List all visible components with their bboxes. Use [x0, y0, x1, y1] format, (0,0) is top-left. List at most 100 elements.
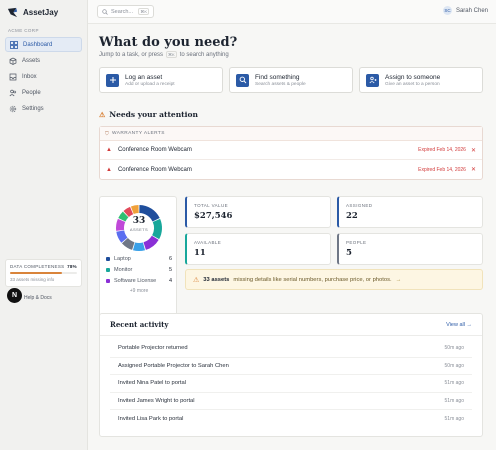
alert-status: Expired Feb 14, 2026 [418, 166, 466, 173]
completeness-bar [10, 272, 77, 274]
donut-segment-5[interactable] [116, 230, 128, 243]
donut-segment-7[interactable] [118, 211, 129, 222]
activity-row[interactable]: Invited Nina Patel to portal 51m ago [110, 375, 472, 393]
warranty-alerts-header: ⛉ WARRANTY ALERTS [100, 127, 482, 141]
help-docs-link[interactable]: Help & Docs [8, 295, 52, 301]
dismiss-icon[interactable]: ✕ [470, 167, 476, 173]
warning-icon: ⚠ [193, 276, 200, 284]
donut-segment-9[interactable] [130, 205, 139, 215]
sidebar-item-label: Dashboard [23, 41, 53, 48]
alert-asset-name: Conference Room Webcam [117, 166, 192, 173]
stat-assigned[interactable]: ASSIGNED 22 [337, 196, 483, 228]
donut-segment-1[interactable] [151, 218, 162, 240]
missing-text: missing details like serial numbers, pur… [233, 276, 392, 283]
legend-count: 6 [168, 255, 172, 262]
donut-segment-6[interactable] [116, 218, 126, 231]
action-title: Log an asset [125, 73, 163, 81]
donut-segment-8[interactable] [123, 206, 134, 218]
arrow-right-icon: → [395, 276, 402, 283]
activity-text: Invited James Wright to portal [118, 397, 195, 404]
legend-more-link[interactable]: +9 more [129, 288, 149, 294]
recent-activity-title: Recent activity [110, 320, 169, 329]
activity-row[interactable]: Invited James Wright to portal 51m ago [110, 393, 472, 410]
avatar: SC [442, 6, 452, 15]
activity-row[interactable]: Invited Lisa Park to portal 51m ago [110, 410, 472, 428]
sidebar-item-label: Settings [22, 105, 44, 112]
stat-label: PEOPLE [346, 240, 367, 245]
action-title: Assign to someone [385, 73, 441, 81]
org-label: ACME CORP [8, 28, 39, 33]
floating-action-button[interactable]: N [7, 288, 22, 303]
donut-segment-0[interactable] [138, 205, 160, 222]
user-name: Sarah Chen [455, 7, 488, 14]
missing-count: 33 assets [203, 276, 230, 283]
activity-row[interactable]: Portable Projector returned 50m ago [110, 340, 472, 358]
completeness-note: 33 assets missing info [10, 277, 55, 282]
donut-segment-3[interactable] [132, 242, 146, 251]
user-menu[interactable]: SC Sarah Chen [442, 6, 488, 15]
alert-status: Expired Feb 14, 2026 [418, 147, 466, 153]
stat-total-value[interactable]: TOTAL VALUE $27,546 [185, 196, 331, 228]
sidebar-item-people[interactable]: People [5, 85, 82, 100]
stat-label: ASSIGNED [346, 203, 373, 208]
search-input[interactable]: Search... ⌘K [97, 5, 154, 18]
search-icon [102, 8, 108, 15]
legend-label: Laptop [114, 255, 131, 262]
subtitle-text-before: Jump to a task, or press [99, 51, 164, 58]
page-subtitle: Jump to a task, or press ⌘K to search an… [99, 51, 229, 58]
stat-people[interactable]: PEOPLE 5 [337, 233, 483, 265]
stat-available[interactable]: AVAILABLE 11 [185, 233, 331, 265]
dismiss-icon[interactable]: ✕ [470, 147, 476, 154]
activity-time: 51m ago [444, 380, 464, 387]
assets-donut-chart [116, 205, 162, 251]
help-docs-label: Help & Docs [24, 295, 52, 301]
assetjay-logo-icon [7, 7, 18, 17]
legend-swatch [106, 256, 110, 261]
legend-label: Software License [114, 277, 157, 284]
legend-count: 4 [168, 277, 172, 284]
stat-label: AVAILABLE [194, 240, 222, 245]
completeness-label: DATA COMPLETENESS [10, 264, 65, 269]
donut-segment-4[interactable] [121, 237, 135, 250]
donut-total: 33 [132, 216, 146, 226]
sidebar-item-settings[interactable]: Settings [5, 101, 82, 116]
log-asset-button[interactable]: Log an asset Add or upload a receipt [99, 67, 223, 93]
assign-to-someone-button[interactable]: Assign to someone Give an asset to a per… [359, 67, 483, 93]
search-icon [236, 73, 249, 87]
stat-label: TOTAL VALUE [194, 203, 228, 208]
sidebar-item-label: People [22, 89, 41, 96]
sidebar-item-assets[interactable]: Assets [5, 53, 82, 68]
attention-title: Needs your attention [109, 110, 198, 119]
recent-activity-header: Recent activity View all → [100, 314, 482, 336]
subtitle-shortcut: ⌘K [166, 51, 177, 58]
action-title: Find something [255, 73, 300, 81]
assets-breakdown-card[interactable]: 33 ASSETS Laptop 6 Monitor 5 Software Li… [99, 196, 177, 320]
warranty-alerts-label: WARRANTY ALERTS [112, 131, 165, 136]
gear-icon [9, 105, 17, 113]
sidebar-item-inbox[interactable]: Inbox [5, 69, 82, 84]
alert-icon: ▲ [106, 147, 112, 153]
donut-label: ASSETS [129, 227, 149, 232]
warranty-alert-row[interactable]: ▲ Conference Room Webcam Expired Feb 14,… [100, 160, 482, 179]
box-icon [9, 57, 17, 65]
view-all-link[interactable]: View all → [446, 321, 472, 328]
warning-icon: ⚠ [99, 110, 106, 119]
donut-segment-2[interactable] [143, 235, 159, 250]
data-completeness-card[interactable]: DATA COMPLETENESS 78% 33 assets missing … [5, 259, 82, 287]
legend-swatch [106, 267, 110, 272]
activity-row[interactable]: Assigned Portable Projector to Sarah Che… [110, 358, 472, 375]
legend-swatch [106, 278, 110, 283]
find-something-button[interactable]: Find something Search assets & people [229, 67, 353, 93]
stat-value: 5 [346, 248, 352, 258]
donut-center: 33 ASSETS [114, 216, 164, 232]
activity-text: Portable Projector returned [118, 345, 188, 352]
search-shortcut: ⌘K [138, 8, 149, 15]
stat-value: 11 [194, 248, 206, 258]
dashboard-icon [10, 40, 18, 49]
warranty-alert-row[interactable]: ▲ Conference Room Webcam Expired Feb 14,… [100, 141, 482, 160]
activity-text: Invited Nina Patel to portal [118, 380, 186, 387]
missing-details-banner[interactable]: ⚠ 33 assets missing details like serial … [185, 269, 483, 290]
shield-icon: ⛉ [105, 131, 109, 137]
sidebar-item-dashboard[interactable]: Dashboard [5, 37, 82, 52]
brand[interactable]: AssetJay [0, 0, 87, 24]
